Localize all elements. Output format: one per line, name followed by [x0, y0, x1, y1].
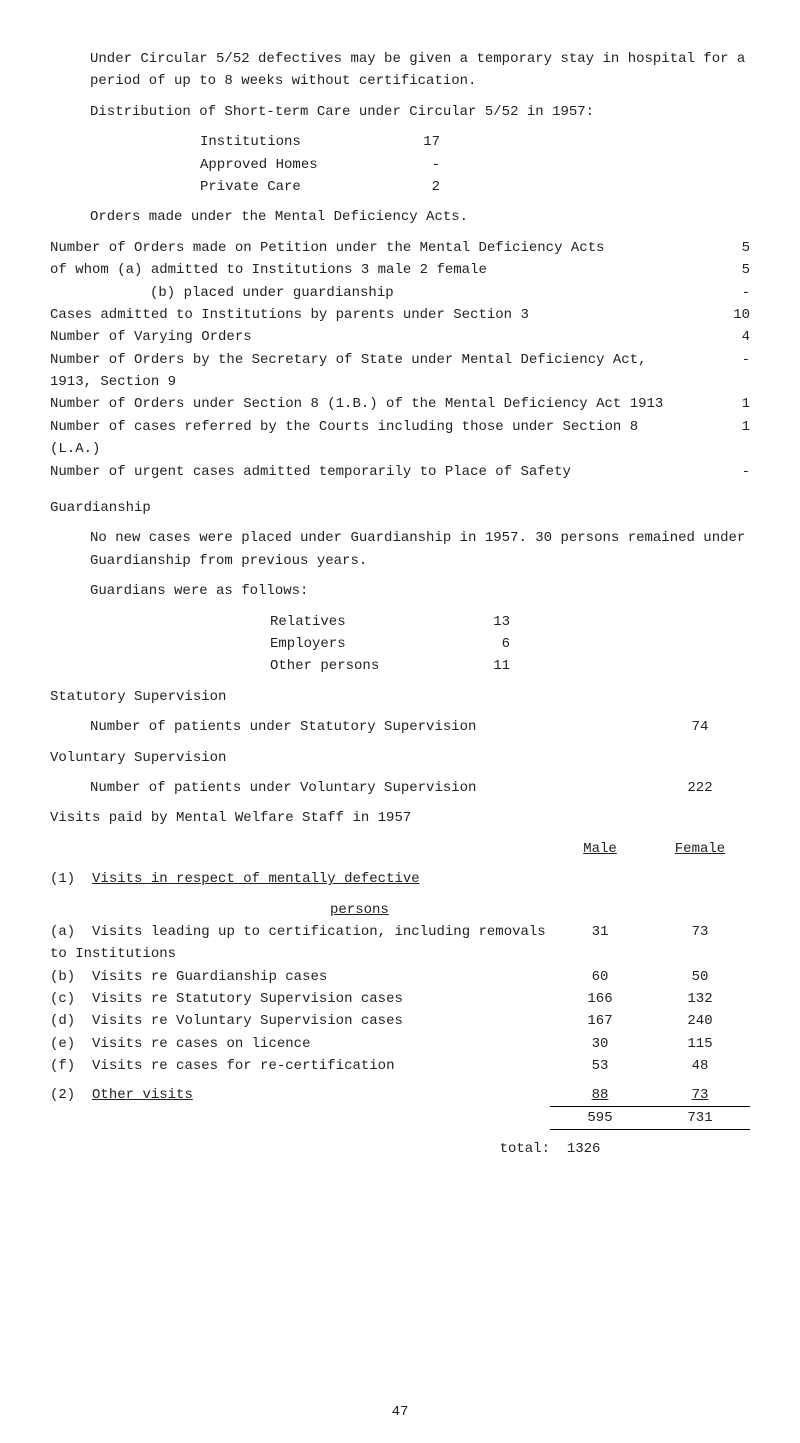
visits-title: Visits paid by Mental Welfare Staff in 1…	[50, 807, 750, 829]
visit-row: (a) Visits leading up to certification, …	[50, 921, 550, 966]
guardian-val: 13	[450, 611, 510, 633]
guardian-val: 6	[450, 633, 510, 655]
distribution-list: Institutions17 Approved Homes- Private C…	[50, 131, 750, 198]
guardianship-text: No new cases were placed under Guardians…	[50, 527, 750, 572]
guardian-label: Other persons	[270, 655, 450, 677]
item-val: -	[690, 282, 750, 304]
sec1-sub: persons	[330, 902, 389, 918]
dist-label: Approved Homes	[200, 154, 380, 176]
orders-made-line: Orders made under the Mental Deficiency …	[50, 206, 750, 228]
item-label: Number of urgent cases admitted temporar…	[50, 461, 690, 483]
visit-female: 48	[650, 1055, 750, 1077]
item-val: 5	[690, 259, 750, 281]
voluntary-title: Voluntary Supervision	[50, 747, 750, 769]
stat-label: Number of patients under Statutory Super…	[90, 716, 550, 738]
sec1-num: (1)	[50, 871, 75, 887]
stat-val: 74	[650, 716, 750, 738]
guardians-list: Relatives13 Employers6 Other persons11	[50, 611, 750, 678]
visit-male: 60	[550, 966, 650, 988]
visit-row: (b) Visits re Guardianship cases	[50, 966, 550, 988]
intro-para-1: Under Circular 5/52 defectives may be gi…	[50, 48, 750, 93]
dist-val: -	[380, 154, 440, 176]
item-val: -	[690, 349, 750, 394]
visit-male: 167	[550, 1010, 650, 1032]
guardian-val: 11	[450, 655, 510, 677]
visit-male: 166	[550, 988, 650, 1010]
item-val: 1	[690, 416, 750, 461]
total-female: 731	[650, 1106, 750, 1130]
sec2-female: 73	[650, 1084, 750, 1106]
visit-male: 53	[550, 1055, 650, 1077]
vol-label: Number of patients under Voluntary Super…	[90, 777, 550, 799]
grand-total: total: 1326	[50, 1138, 750, 1160]
dist-label: Private Care	[200, 176, 380, 198]
item-val: 10	[690, 304, 750, 326]
page-number: 47	[50, 1401, 750, 1423]
item-label: Number of Orders by the Secretary of Sta…	[50, 349, 690, 394]
visit-female: 115	[650, 1033, 750, 1055]
visit-female: 50	[650, 966, 750, 988]
intro-para-2: Distribution of Short-term Care under Ci…	[50, 101, 750, 123]
item-label: Number of cases referred by the Courts i…	[50, 416, 690, 461]
item-label: Cases admitted to Institutions by parent…	[50, 304, 690, 326]
item-val: 5	[690, 237, 750, 259]
item-label: Number of Varying Orders	[50, 326, 690, 348]
item-val: -	[690, 461, 750, 483]
item-label: of whom (a) admitted to Institutions 3 m…	[50, 259, 690, 281]
item-label: Number of Orders under Section 8 (1.B.) …	[50, 393, 690, 415]
section-2: (2) Other visits	[50, 1084, 550, 1106]
male-header: Male	[550, 838, 650, 860]
total-male: 595	[550, 1106, 650, 1130]
item-label: (b) placed under guardianship	[50, 282, 690, 304]
guardianship-title: Guardianship	[50, 497, 750, 519]
dist-val: 17	[380, 131, 440, 153]
item-label: Number of Orders made on Petition under …	[50, 237, 690, 259]
visit-row: (f) Visits re cases for re-certification	[50, 1055, 550, 1077]
item-val: 1	[690, 393, 750, 415]
vol-val: 222	[650, 777, 750, 799]
dist-label: Institutions	[200, 131, 380, 153]
dist-val: 2	[380, 176, 440, 198]
guardians-intro: Guardians were as follows:	[50, 580, 750, 602]
visit-female: 240	[650, 1010, 750, 1032]
items-list: Number of Orders made on Petition under …	[50, 237, 750, 483]
sec2-male: 88	[550, 1084, 650, 1106]
visit-male: 30	[550, 1033, 650, 1055]
sec1-title: Visits in respect of mentally defective	[92, 871, 420, 887]
visit-row: (e) Visits re cases on licence	[50, 1033, 550, 1055]
visit-female: 132	[650, 988, 750, 1010]
section-1: (1) Visits in respect of mentally defect…	[50, 868, 750, 890]
visit-male: 31	[550, 921, 650, 966]
female-header: Female	[650, 838, 750, 860]
visit-row: (c) Visits re Statutory Supervision case…	[50, 988, 550, 1010]
guardian-label: Employers	[270, 633, 450, 655]
guardian-label: Relatives	[270, 611, 450, 633]
visits-table: (a) Visits leading up to certification, …	[50, 921, 750, 1078]
visit-row: (d) Visits re Voluntary Supervision case…	[50, 1010, 550, 1032]
item-val: 4	[690, 326, 750, 348]
visit-female: 73	[650, 921, 750, 966]
statutory-title: Statutory Supervision	[50, 686, 750, 708]
